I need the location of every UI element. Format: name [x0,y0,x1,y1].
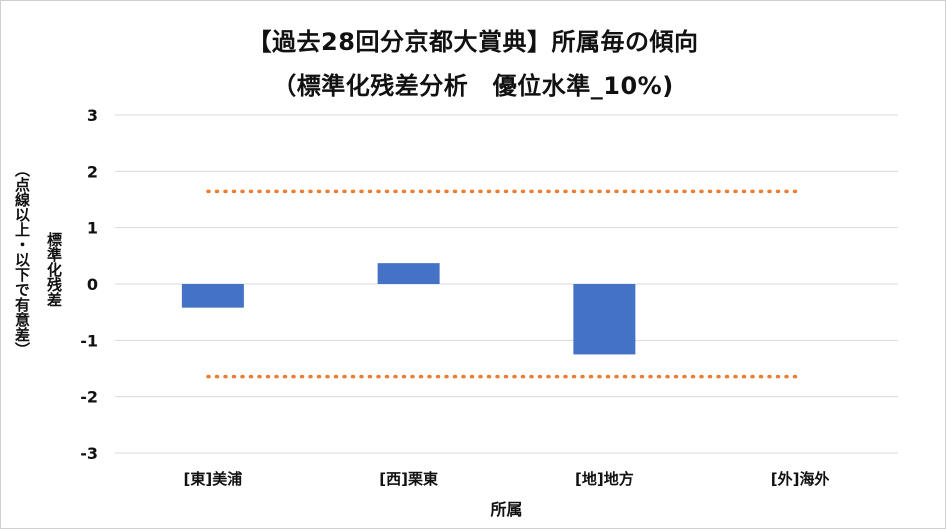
x-tick-label: [外]海外 [771,470,830,488]
chart-title-line1: 【過去28回分京都大賞典】所属毎の傾向 [247,28,699,56]
y-tick-label: 3 [87,106,98,125]
chart-title-line2: （標準化残差分析 優位水準_10%) [272,72,674,100]
y-axis-title: 標準化残差 [45,232,63,307]
x-axis-title: 所属 [490,500,522,519]
y-axis-subtitle: （点線以上・以下で有意差） [13,162,31,357]
y-tick-label: 1 [87,219,98,238]
x-tick-label: [西]栗東 [379,470,438,488]
y-tick-label: -2 [80,388,98,407]
bar-1 [181,284,244,308]
y-tick-label: 2 [87,162,98,181]
bar-3 [573,284,636,355]
x-tick-label: [東]美浦 [184,470,243,488]
y-tick-label: -3 [80,444,98,463]
y-tick-label: 0 [87,275,98,294]
y-tick-label: -1 [80,331,98,350]
x-tick-label: [地]地方 [575,470,634,488]
bar-2 [377,263,440,284]
